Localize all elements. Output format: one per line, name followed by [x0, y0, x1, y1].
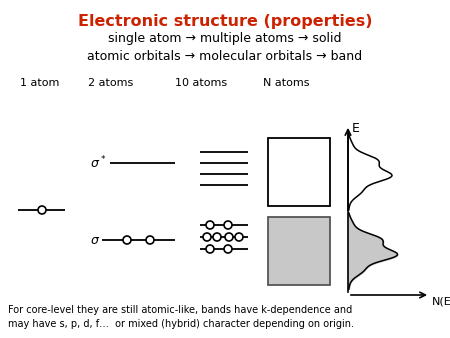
Text: For core-level they are still atomic-like, bands have k-dependence and
may have : For core-level they are still atomic-lik… — [8, 305, 354, 329]
Circle shape — [203, 233, 211, 241]
Bar — [268, 138, 330, 206]
Text: E: E — [352, 122, 360, 135]
Circle shape — [224, 221, 232, 229]
Text: N atoms: N atoms — [263, 78, 310, 88]
Text: 1 atom: 1 atom — [20, 78, 59, 88]
Text: single atom → multiple atoms → solid: single atom → multiple atoms → solid — [108, 32, 342, 45]
Circle shape — [206, 221, 214, 229]
Circle shape — [224, 245, 232, 253]
Text: N(E): N(E) — [432, 297, 450, 307]
Text: atomic orbitals → molecular orbitals → band: atomic orbitals → molecular orbitals → b… — [87, 50, 363, 63]
Text: Electronic structure (properties): Electronic structure (properties) — [78, 14, 372, 29]
Circle shape — [225, 233, 233, 241]
Circle shape — [206, 245, 214, 253]
Text: 2 atoms: 2 atoms — [88, 78, 133, 88]
Text: $\sigma^*$: $\sigma^*$ — [90, 155, 106, 171]
Circle shape — [123, 236, 131, 244]
Bar — [268, 217, 330, 285]
Text: $\sigma$: $\sigma$ — [90, 234, 100, 246]
Circle shape — [146, 236, 154, 244]
Text: 10 atoms: 10 atoms — [175, 78, 227, 88]
Circle shape — [213, 233, 221, 241]
Circle shape — [235, 233, 243, 241]
Circle shape — [38, 206, 46, 214]
